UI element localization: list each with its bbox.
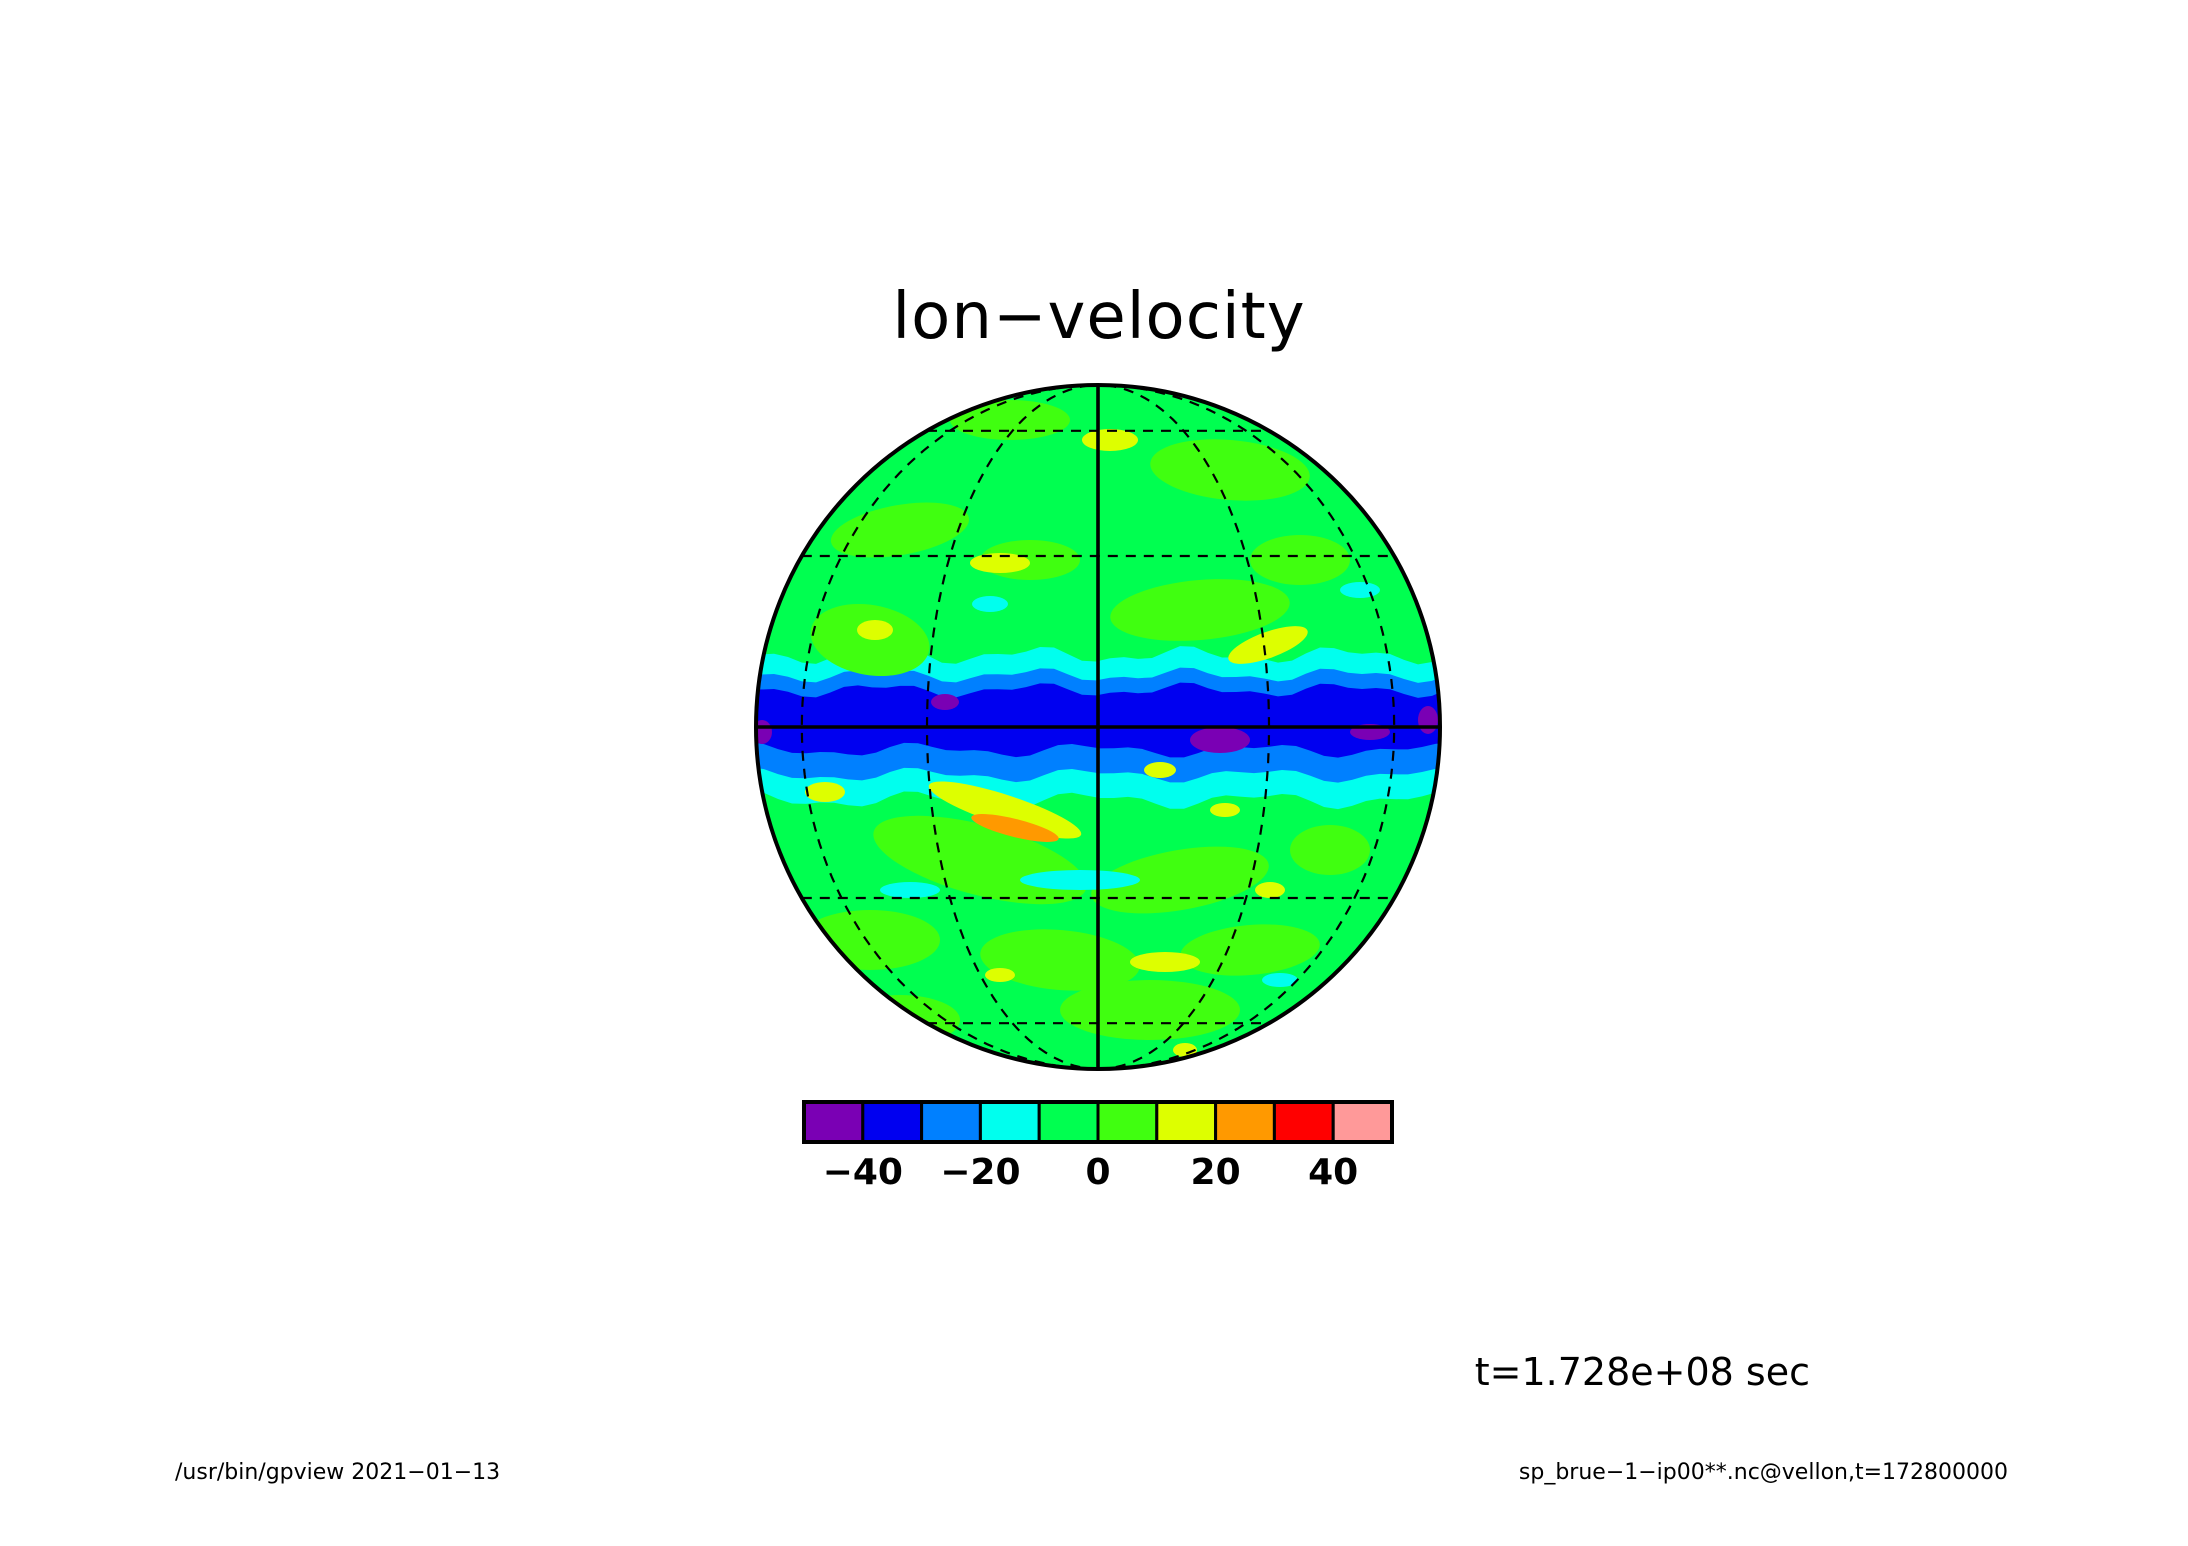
patch-light-green-1 — [1150, 439, 1310, 501]
footer-program-date: /usr/bin/gpview 2021−01−13 — [175, 1460, 501, 1485]
patch-purple-2 — [931, 694, 959, 710]
patch-light-green-3 — [810, 603, 930, 677]
patch-light-green-9 — [980, 929, 1140, 991]
patch-yellow-10 — [1144, 762, 1176, 778]
patch-cyan-0 — [972, 596, 1008, 612]
patch-yellow-2 — [1228, 626, 1308, 664]
patch-light-green-8 — [800, 910, 940, 970]
patch-yellow-0 — [1082, 429, 1138, 451]
patch-yellow-3 — [857, 620, 893, 640]
patch-light-green-7 — [1091, 846, 1269, 914]
meridian--60 — [800, 385, 1099, 1069]
patch-light-green-5 — [1250, 535, 1350, 585]
patch-yellow-5 — [805, 782, 845, 802]
patch-light-green-12 — [1060, 980, 1240, 1040]
colorbar-swatch-4 — [1037, 1100, 1100, 1144]
patch-yellow-7 — [1255, 882, 1285, 898]
patch-yellow-6 — [1130, 952, 1200, 972]
footer-source-file: sp_brue−1−ip00**.nc@vellon,t=172800000 — [1518, 1460, 2008, 1485]
patch-orange — [971, 814, 1059, 842]
patch-light-green-13 — [1290, 825, 1370, 875]
globe-outline — [754, 383, 1442, 1071]
colorbar-swatch-0 — [802, 1100, 865, 1144]
colorbar-tick-label: −40 — [822, 1152, 903, 1193]
colorbar-swatch-3 — [978, 1100, 1041, 1144]
patch-light-green-10 — [1180, 924, 1320, 976]
time-label: t=1.728e+08 sec — [1474, 1350, 1810, 1394]
globe — [754, 383, 1442, 1071]
colorbar-swatch-1 — [861, 1100, 924, 1144]
patch-light-green-11 — [840, 995, 960, 1045]
patch-purple-4 — [1418, 706, 1438, 734]
patch-yellow-8 — [985, 968, 1015, 982]
patch-yellow-11 — [1210, 803, 1240, 817]
colorbar-tick-label: 20 — [1190, 1152, 1241, 1193]
colorbar-swatch-9 — [1331, 1100, 1394, 1144]
colorbar — [802, 1100, 1394, 1144]
patch-cyan-2 — [1340, 582, 1380, 598]
patch-yellow-9 — [1173, 1043, 1197, 1057]
patch-yellow-4 — [928, 781, 1082, 839]
patch-cyan-3 — [880, 882, 940, 898]
meridian-60 — [1097, 385, 1396, 1069]
patch-yellow-1 — [970, 553, 1030, 573]
plot-title: lon−velocity — [892, 280, 1306, 354]
colorbar-swatch-6 — [1155, 1100, 1218, 1144]
colorbar-frame — [802, 1100, 1394, 1144]
colorbar-swatch-8 — [1272, 1100, 1335, 1144]
graticule-lines — [756, 385, 1440, 1069]
colorbar-tick-label: 0 — [1085, 1152, 1111, 1193]
patch-cyan-1 — [1262, 973, 1298, 987]
patch-cyan-4 — [1020, 870, 1140, 890]
colorbar-swatch-2 — [920, 1100, 982, 1144]
patch-purple-0 — [1190, 727, 1250, 753]
patch-light-green-4 — [1110, 579, 1290, 641]
colorbar-swatch-5 — [1096, 1100, 1159, 1144]
colorbar-swatch-7 — [1214, 1100, 1276, 1144]
colorbar-tick-label: 40 — [1308, 1152, 1359, 1193]
colorbar-tick-label: −20 — [940, 1152, 1021, 1193]
